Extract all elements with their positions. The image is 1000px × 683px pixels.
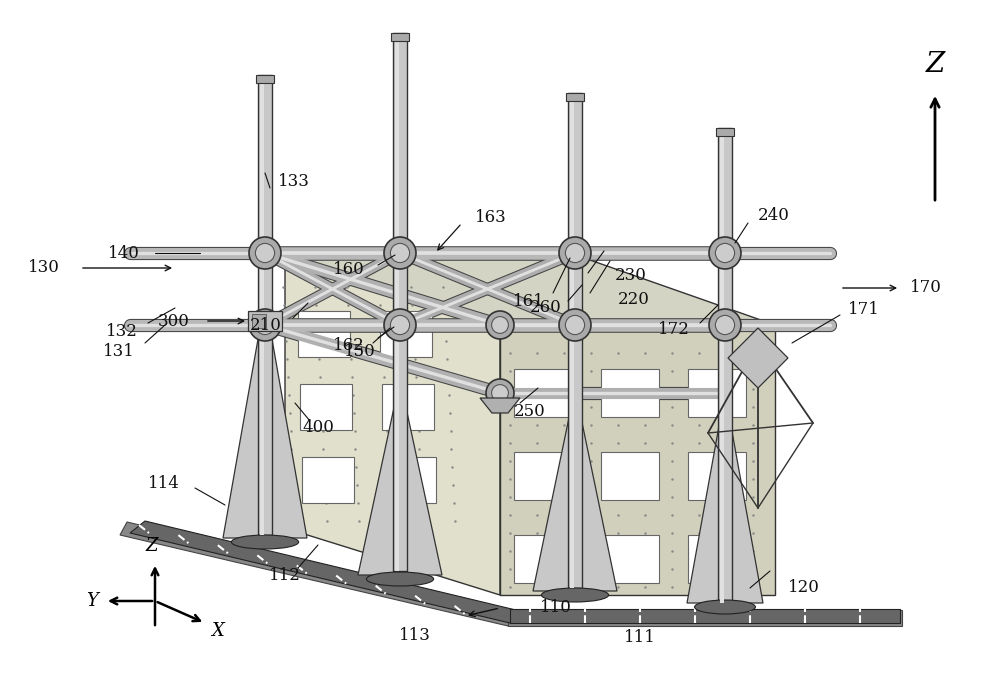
Circle shape [249, 237, 281, 269]
Bar [256, 75, 274, 83]
Bar [393, 33, 407, 571]
Ellipse shape [366, 572, 434, 586]
Circle shape [492, 317, 508, 333]
Bar [380, 311, 432, 357]
Text: 160: 160 [333, 262, 365, 279]
Ellipse shape [695, 600, 755, 614]
Text: 113: 113 [399, 628, 431, 645]
Bar [514, 369, 572, 417]
Bar [688, 535, 746, 583]
Bar [688, 452, 746, 500]
Circle shape [255, 316, 275, 335]
Bar [568, 93, 582, 588]
Bar [260, 75, 264, 535]
Polygon shape [285, 253, 500, 595]
Text: 210: 210 [250, 316, 282, 333]
Bar [716, 128, 734, 136]
Circle shape [249, 309, 281, 341]
Bar [514, 452, 572, 500]
Text: 163: 163 [475, 208, 507, 225]
Polygon shape [728, 328, 788, 388]
Text: 250: 250 [514, 402, 546, 419]
Text: 172: 172 [658, 322, 690, 339]
Text: 114: 114 [148, 475, 180, 492]
Text: 171: 171 [848, 301, 880, 318]
Bar [570, 93, 574, 588]
Bar [252, 314, 266, 328]
Polygon shape [508, 610, 902, 626]
Polygon shape [533, 413, 617, 591]
Bar [395, 33, 398, 571]
Text: 162: 162 [333, 337, 365, 354]
Circle shape [709, 309, 741, 341]
Polygon shape [223, 328, 307, 538]
Ellipse shape [541, 588, 609, 602]
Circle shape [486, 379, 514, 407]
Polygon shape [687, 418, 763, 603]
Bar [382, 384, 434, 430]
Bar [391, 33, 409, 41]
Bar [720, 128, 724, 603]
Circle shape [384, 237, 416, 269]
Polygon shape [358, 403, 442, 575]
Polygon shape [120, 522, 515, 626]
Polygon shape [510, 609, 900, 623]
Text: 132: 132 [106, 322, 138, 339]
Text: X: X [212, 622, 224, 640]
Bar [258, 75, 272, 535]
Ellipse shape [231, 535, 299, 549]
Text: 230: 230 [615, 266, 647, 283]
Circle shape [565, 316, 585, 335]
Text: 300: 300 [158, 313, 190, 329]
Bar [248, 311, 282, 331]
Text: 400: 400 [302, 419, 334, 436]
Text: 260: 260 [530, 300, 562, 316]
Circle shape [565, 243, 585, 262]
Bar [384, 457, 436, 503]
Bar [688, 369, 746, 417]
Bar [302, 457, 354, 503]
Polygon shape [480, 398, 520, 413]
Circle shape [715, 243, 735, 262]
Bar [718, 128, 732, 603]
Circle shape [559, 237, 591, 269]
Text: 240: 240 [758, 206, 790, 223]
Text: 161: 161 [513, 292, 545, 309]
Polygon shape [130, 521, 520, 623]
Polygon shape [285, 253, 775, 325]
Circle shape [709, 237, 741, 269]
Text: 220: 220 [618, 292, 650, 309]
Polygon shape [500, 325, 775, 595]
Circle shape [486, 311, 514, 339]
Bar [566, 93, 584, 101]
Circle shape [390, 243, 410, 262]
Bar [514, 535, 572, 583]
Text: 111: 111 [624, 630, 656, 647]
Circle shape [384, 309, 416, 341]
Text: 170: 170 [910, 279, 942, 296]
Text: 110: 110 [540, 600, 572, 617]
Circle shape [255, 243, 275, 262]
Text: 112: 112 [269, 566, 301, 583]
Circle shape [559, 309, 591, 341]
Bar [601, 369, 659, 417]
Bar [601, 535, 659, 583]
Circle shape [492, 385, 508, 402]
Text: Z: Z [925, 51, 945, 78]
Text: Y: Y [86, 592, 98, 610]
Text: 140: 140 [108, 245, 140, 262]
Text: 150: 150 [344, 342, 376, 359]
Text: Z: Z [146, 537, 158, 555]
Circle shape [390, 316, 410, 335]
Bar [300, 384, 352, 430]
Bar [298, 311, 350, 357]
Bar [601, 452, 659, 500]
Text: 133: 133 [278, 173, 310, 189]
Text: 120: 120 [788, 579, 820, 596]
Text: 131: 131 [103, 342, 135, 359]
Text: 130: 130 [28, 260, 60, 277]
Circle shape [715, 316, 735, 335]
